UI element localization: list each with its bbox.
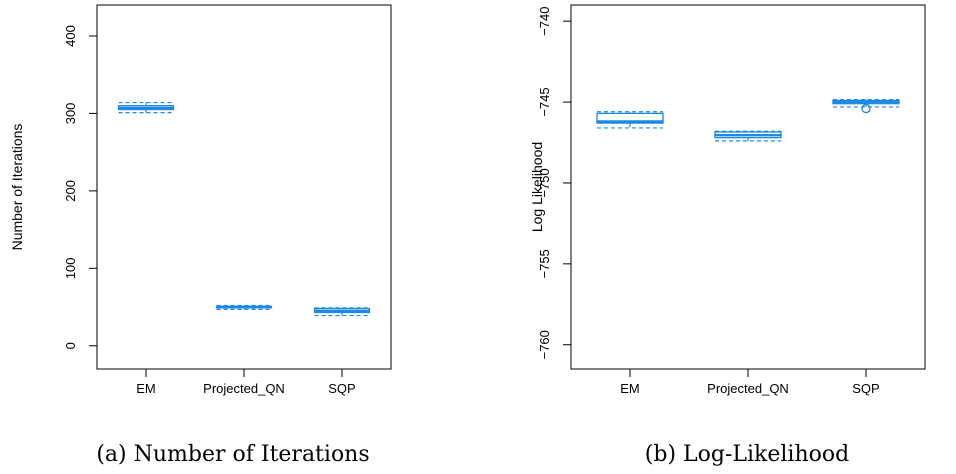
y-tick-label: −740 (537, 7, 552, 36)
plot-frame (96, 4, 392, 370)
y-tick-label: 300 (63, 103, 78, 125)
x-tick-label: Projected_QN (203, 381, 285, 396)
y-tick-label: 100 (63, 257, 78, 279)
box-EM (596, 111, 664, 129)
box-Projected_QN (714, 130, 782, 142)
y-tick-label: −750 (537, 168, 552, 197)
box-iqr (596, 112, 664, 124)
y-axis-title: Number of Iterations (9, 124, 25, 251)
panel-caption: (b) Log-Likelihood (645, 442, 849, 467)
x-tick-label: SQP (852, 381, 879, 396)
x-tick-label: EM (620, 381, 640, 396)
y-tick-label: 200 (63, 180, 78, 202)
y-tick-label: −755 (537, 249, 552, 278)
y-tick-label: 400 (63, 25, 78, 47)
y-axis-title: Log Likelihood (529, 142, 545, 232)
x-tick-label: Projected_QN (707, 381, 789, 396)
box-Projected_QN (215, 304, 273, 310)
y-tick-label: 0 (63, 342, 78, 349)
box-EM (117, 101, 175, 114)
x-tick-label: EM (136, 381, 156, 396)
plot-frame (570, 4, 926, 370)
box-SQP (313, 307, 371, 317)
panel-caption: (a) Number of Iterations (96, 442, 369, 467)
chart-panel-2: −760 −755 −750 −745 −740 Log Likelihood EM Proj… (529, 4, 926, 467)
y-tick-label: −760 (537, 330, 552, 359)
box-SQP (832, 99, 900, 114)
chart-panel-1: 0 100 200 300 400 Number of Iterations EM Proje… (9, 4, 392, 467)
outlier-point (861, 103, 871, 114)
y-tick-label: −745 (537, 87, 552, 116)
x-tick-label: SQP (328, 381, 355, 396)
